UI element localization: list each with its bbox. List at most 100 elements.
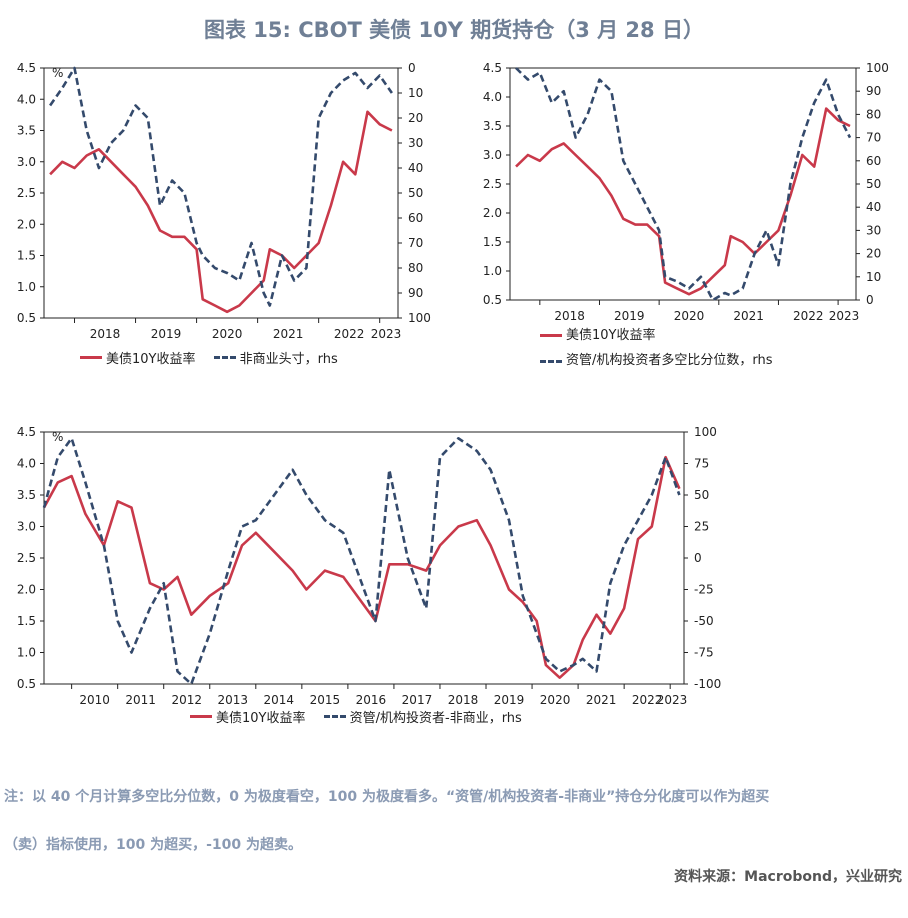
chart-noncommercial: 0.5 1.0 1.5 2.0 2.5 3.0 3.5 4.0 4.5% 0 10 20 30 40 50 6… [0, 58, 440, 348]
left-tick-label: 1.5 [483, 235, 502, 249]
plot-frame [43, 67, 399, 319]
x-tick-label: 2011 [125, 693, 156, 707]
x-tick-label: 2018 [554, 309, 585, 323]
legend-item-yield: 美债10Y收益率 [540, 324, 655, 348]
x-tick-label: 2019 [614, 309, 645, 323]
right-tick-label: 60 [866, 154, 881, 168]
legend-swatch-position [540, 359, 562, 363]
left-tick-label: 4.5 [17, 61, 36, 75]
x-tick-label: 2022 [793, 309, 824, 323]
legend-item-yield: 美债10Y收益率 [80, 348, 195, 367]
x-tick-label: 2018 [448, 693, 479, 707]
series-line-yield [49, 110, 393, 314]
source-line: 资料来源：Macrobond，兴业研究 [674, 869, 902, 885]
left-tick-label: 0.5 [17, 677, 36, 691]
x-tick-label: 2021 [273, 327, 304, 341]
right-tick-label: 10 [408, 86, 423, 100]
legend-item-position: 资管/机构投资者多空比分位数，rhs [540, 349, 773, 373]
right-tick-label: 90 [866, 84, 881, 98]
right-tick-label: 0 [694, 551, 702, 565]
legend-label-yield: 美债10Y收益率 [216, 711, 306, 726]
x-tick-label: 2012 [171, 693, 202, 707]
left-tick-label: 3.0 [483, 148, 502, 162]
legend-swatch-yield [190, 715, 212, 718]
x-tick-label: 2017 [402, 693, 433, 707]
x-tick-label: 2013 [218, 693, 249, 707]
legend-swatch-position [213, 356, 236, 359]
legend-label-yield: 美债10Y收益率 [106, 352, 196, 367]
left-tick-label: 3.5 [17, 124, 36, 138]
legend-label-position: 资管/机构投资者-非商业，rhs [349, 711, 522, 726]
right-tick-label: 50 [408, 186, 423, 200]
left-tick-label: 1.5 [17, 249, 36, 263]
left-tick-label: 0.5 [483, 293, 502, 307]
right-tick-label: -100 [694, 677, 721, 691]
x-tick-label: 2019 [151, 327, 182, 341]
right-tick-label: 100 [694, 425, 717, 439]
legend-label-position: 非商业头寸，rhs [239, 352, 338, 367]
x-tick-label: 2020 [540, 693, 571, 707]
series-line-position [42, 436, 681, 686]
right-tick-label: 70 [408, 236, 423, 250]
right-tick-label: -25 [694, 583, 714, 597]
series-line-yield [515, 107, 851, 296]
right-tick-label: 50 [694, 488, 709, 502]
right-tick-label: 100 [408, 311, 431, 325]
left-tick-label: 3.0 [17, 520, 36, 534]
right-tick-label: 0 [866, 293, 874, 307]
figure-title: 图表 15: CBOT 美债 10Y 期货持仓（3 月 28 日） [204, 18, 704, 42]
right-tick-label: 30 [408, 136, 423, 150]
legend-chart-3: 美债10Y收益率 资管/机构投资者-非商业，rhs [190, 707, 536, 726]
right-tick-label: -50 [694, 614, 714, 628]
x-tick-label: 2019 [494, 693, 525, 707]
left-tick-label: 4.0 [17, 457, 36, 471]
right-tick-label: 75 [694, 457, 709, 471]
x-tick-label: 2022 [334, 327, 365, 341]
legend-swatch-position [323, 715, 346, 718]
x-tick-label: 2016 [356, 693, 387, 707]
footnote-line-2: （卖）指标使用，100 为超买，-100 为超卖。 [4, 837, 303, 853]
right-tick-label: 25 [694, 520, 709, 534]
chart-asset-manager: 0.5 1.0 1.5 2.0 2.5 3.0 3.5 4.0 4.5 0 10 20 30 40 50 60… [466, 58, 906, 328]
left-tick-label: 2.5 [17, 551, 36, 565]
left-tick-label: 4.0 [483, 90, 502, 104]
left-tick-label: 0.5 [17, 311, 36, 325]
x-tick-label: 2018 [90, 327, 121, 341]
right-tick-label: 100 [866, 61, 889, 75]
right-tick-label: 10 [866, 270, 881, 284]
legend-chart-1: 美债10Y收益率 非商业头寸，rhs [80, 348, 352, 367]
x-tick-label: 2020 [674, 309, 705, 323]
x-tick-label: 2010 [79, 693, 110, 707]
legend-label-position: 资管/机构投资者多空比分位数，rhs [566, 353, 773, 368]
left-tick-label: 4.0 [17, 92, 36, 106]
legend-chart-2: 美债10Y收益率 资管/机构投资者多空比分位数，rhs [540, 322, 787, 373]
right-tick-label: 50 [866, 177, 881, 191]
left-tick-label: 3.0 [17, 155, 36, 169]
right-tick-label: 30 [866, 223, 881, 237]
left-tick-label: 1.0 [483, 264, 502, 278]
series-line-position [515, 67, 852, 302]
legend-item-yield: 美债10Y收益率 [190, 707, 305, 726]
left-tick-label: 1.0 [17, 646, 36, 660]
chart-asset-manager-svg: 0.5 1.0 1.5 2.0 2.5 3.0 3.5 4.0 4.5 0 10 20 30 40 50 60… [483, 61, 889, 323]
left-tick-label: 2.5 [483, 177, 502, 191]
left-unit-label: % [52, 430, 63, 444]
x-tick-label: 2021 [586, 693, 617, 707]
left-tick-label: 2.0 [17, 217, 36, 231]
left-tick-label: 4.5 [483, 61, 502, 75]
chart-divergence-svg: 0.5 1.0 1.5 2.0 2.5 3.0 3.5 4.0 4.5 % -100 -75 -50 -2… [17, 425, 721, 707]
legend-swatch-yield [80, 356, 102, 359]
left-tick-label: 4.5 [17, 425, 36, 439]
left-tick-label: 1.5 [17, 614, 36, 628]
right-tick-label: 0 [408, 61, 416, 75]
series-line-yield [42, 455, 681, 679]
legend-item-position: 资管/机构投资者-非商业，rhs [323, 707, 522, 726]
x-tick-label: 2023 [371, 327, 402, 341]
left-tick-label: 3.5 [17, 488, 36, 502]
right-tick-label: -75 [694, 646, 714, 660]
right-tick-label: 20 [866, 247, 881, 261]
chart-divergence: 0.5 1.0 1.5 2.0 2.5 3.0 3.5 4.0 4.5% -100 -75 -50 -2… [0, 422, 760, 707]
x-tick-label: 2014 [264, 693, 295, 707]
left-tick-label: 2.5 [17, 186, 36, 200]
x-tick-label: 2022 [632, 693, 663, 707]
